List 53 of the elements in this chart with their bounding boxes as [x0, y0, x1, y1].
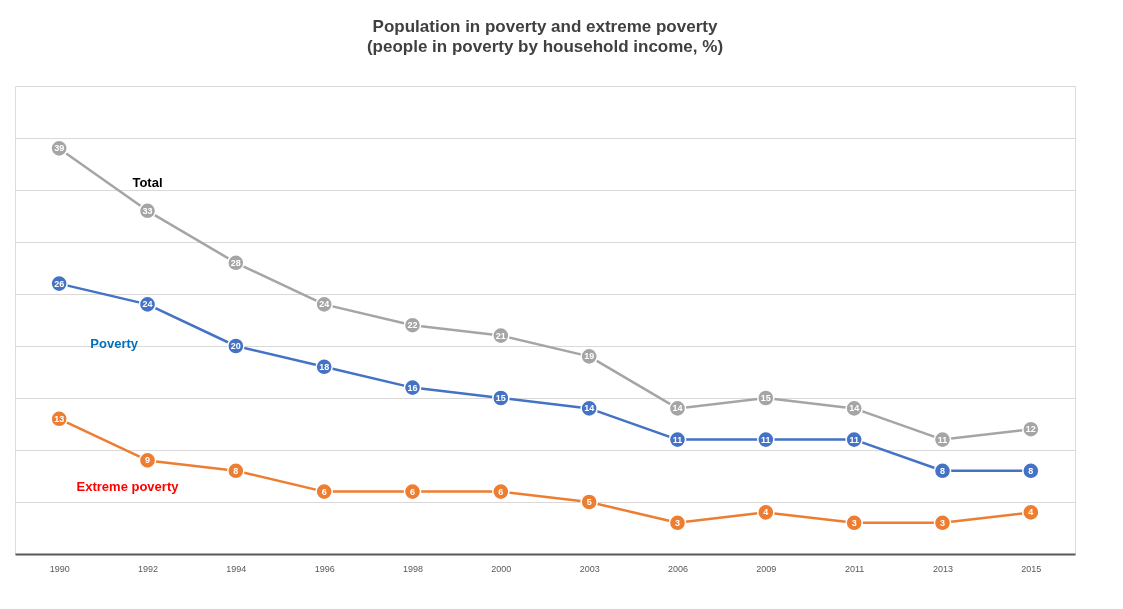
series-label: Extreme poverty: [76, 479, 180, 495]
data-label: 26: [54, 278, 65, 289]
data-label: 21: [495, 330, 506, 341]
x-tick-label: 2003: [579, 563, 600, 574]
data-label: 6: [498, 486, 504, 497]
data-label: 8: [939, 465, 946, 476]
series-label: Total: [132, 174, 163, 190]
data-label: 15: [760, 393, 771, 403]
data-label: 18: [319, 361, 330, 372]
x-tick-label: 2000: [491, 563, 512, 574]
chart-title: Population in poverty and extreme poverty: [372, 17, 718, 36]
data-label: 14: [849, 403, 860, 414]
x-tick-label: 1996: [314, 563, 335, 574]
data-label: 8: [1028, 465, 1034, 476]
data-label: 5: [586, 497, 592, 507]
data-label: 33: [142, 205, 153, 216]
data-label: 6: [409, 486, 416, 497]
x-tick-label: 2011: [844, 563, 865, 574]
chart-subtitle: (people in poverty by household income, %): [366, 37, 724, 56]
data-label: 8: [233, 465, 239, 476]
x-tick-label: 1998: [402, 563, 424, 574]
data-label: 15: [495, 393, 506, 403]
data-label: 3: [674, 517, 681, 528]
series-label: Poverty: [90, 335, 139, 351]
data-label: 11: [849, 434, 859, 445]
x-tick-label: 2006: [667, 563, 689, 574]
x-tick-label: 2013: [932, 563, 954, 574]
x-tick-label: 2015: [1021, 563, 1042, 574]
data-label: 39: [54, 143, 65, 154]
x-tick-label: 1994: [226, 563, 247, 574]
data-label: 24: [142, 299, 153, 310]
data-label: 20: [230, 341, 241, 351]
data-label: 19: [584, 351, 595, 362]
data-label: 11: [672, 434, 683, 445]
x-tick-label: 1990: [49, 563, 70, 574]
data-label: 4: [763, 507, 769, 518]
data-label: 24: [319, 299, 330, 310]
data-label: 11: [761, 434, 771, 445]
data-label: 11: [937, 434, 948, 445]
data-label: 4: [1028, 507, 1034, 518]
x-tick-label: 1992: [137, 563, 159, 574]
data-label: 16: [407, 382, 418, 393]
data-label: 28: [230, 257, 241, 268]
data-label: 14: [672, 403, 683, 414]
data-label: 14: [584, 403, 595, 414]
data-label: 22: [407, 320, 418, 331]
data-label: 3: [851, 517, 857, 528]
data-label: 12: [1025, 424, 1036, 435]
data-label: 3: [939, 517, 946, 528]
data-label: 9: [144, 455, 151, 466]
data-label: 6: [321, 486, 327, 497]
data-label: 13: [54, 413, 65, 424]
x-tick-label: 2009: [756, 563, 777, 574]
